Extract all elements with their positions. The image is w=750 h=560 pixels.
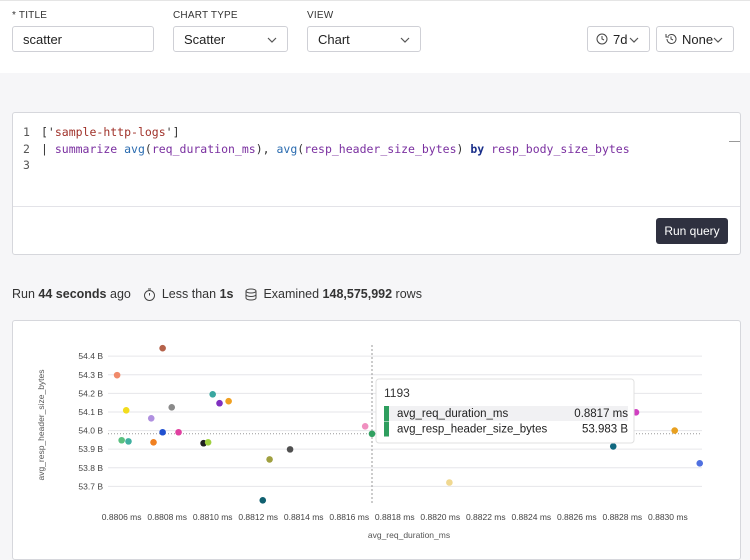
point [696, 460, 703, 467]
x-axis-label: avg_req_duration_ms [368, 530, 450, 540]
x-tick-label: 0.8822 ms [466, 512, 506, 522]
point [150, 439, 157, 446]
x-tick-label: 0.8826 ms [557, 512, 597, 522]
y-tick-label: 53.9 B [78, 444, 103, 454]
point [114, 372, 121, 379]
point [118, 437, 125, 444]
x-tick-label: 0.8814 ms [284, 512, 324, 522]
point [159, 345, 166, 352]
tooltip-value: 0.8817 ms [574, 408, 628, 420]
y-tick-label: 53.8 B [78, 463, 103, 473]
y-tick-label: 53.7 B [78, 481, 103, 491]
x-tick-label: 0.8806 ms [102, 512, 142, 522]
point [159, 429, 166, 436]
point [266, 456, 273, 463]
y-tick-label: 54.0 B [78, 426, 103, 436]
point [168, 404, 175, 411]
x-tick-label: 0.8810 ms [193, 512, 233, 522]
x-tick-label: 0.8828 ms [602, 512, 642, 522]
point [148, 415, 155, 422]
point [362, 423, 369, 430]
y-tick-label: 54.2 B [78, 388, 103, 398]
y-tick-label: 54.1 B [78, 407, 103, 417]
tooltip-swatch [384, 406, 389, 421]
x-tick-label: 0.8830 ms [648, 512, 688, 522]
point [123, 407, 130, 414]
tooltip-swatch [384, 422, 389, 437]
point [259, 497, 266, 504]
x-tick-label: 0.8820 ms [420, 512, 460, 522]
point [287, 446, 294, 453]
point [369, 430, 376, 437]
x-tick-label: 0.8812 ms [238, 512, 278, 522]
x-tick-label: 0.8818 ms [375, 512, 415, 522]
y-tick-label: 54.3 B [78, 370, 103, 380]
point [125, 438, 132, 445]
x-tick-label: 0.8824 ms [511, 512, 551, 522]
tooltip-value: 53.983 B [582, 424, 628, 436]
point [209, 391, 216, 398]
point [175, 429, 182, 436]
point [225, 398, 232, 405]
point [205, 439, 212, 446]
tooltip-name: avg_req_duration_ms [397, 408, 508, 420]
tooltip-title: 1193 [384, 386, 410, 400]
y-tick-label: 54.4 B [78, 351, 103, 361]
x-tick-label: 0.8816 ms [329, 512, 369, 522]
point [671, 427, 678, 434]
tooltip-name: avg_resp_header_size_bytes [397, 424, 547, 436]
point [216, 400, 223, 407]
x-tick-label: 0.8808 ms [147, 512, 187, 522]
point [610, 443, 617, 450]
y-axis-label: avg_resp_header_size_bytes [36, 369, 46, 480]
point [446, 479, 453, 486]
